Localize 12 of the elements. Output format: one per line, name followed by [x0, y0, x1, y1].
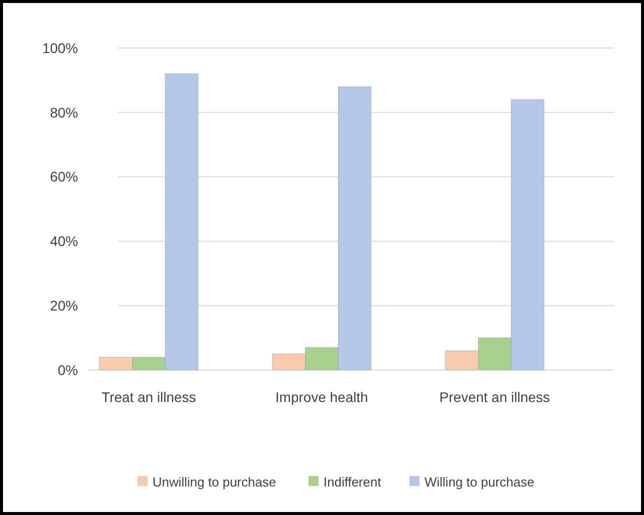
legend-label: Willing to purchase: [424, 474, 534, 490]
x-tick-label: Prevent an illness: [439, 389, 550, 405]
legend-label: Unwilling to purchase: [152, 474, 276, 490]
x-tick-label: Improve health: [275, 389, 368, 405]
legend-label: Indifferent: [324, 474, 382, 490]
y-tick-label: 60%: [50, 168, 78, 185]
y-tick-label: 0%: [58, 362, 78, 378]
y-tick-label: 40%: [50, 233, 78, 250]
y-tick-label: 20%: [50, 298, 78, 314]
y-tick-label: 100%: [42, 40, 78, 56]
y-tick-label: 80%: [50, 104, 78, 120]
x-tick-label: Treat an illness: [102, 389, 196, 405]
